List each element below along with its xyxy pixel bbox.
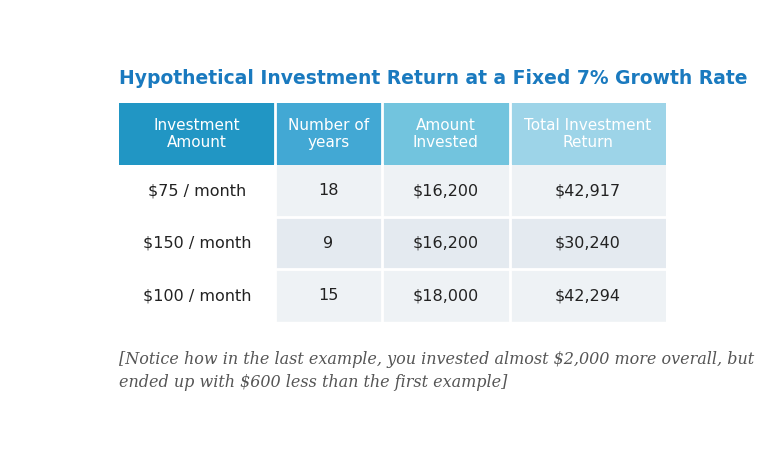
FancyBboxPatch shape [119,103,275,164]
Text: 9: 9 [323,236,333,251]
Text: Hypothetical Investment Return at a Fixed 7% Growth Rate: Hypothetical Investment Return at a Fixe… [119,69,748,88]
Text: Amount
Invested: Amount Invested [413,118,478,150]
Text: $30,240: $30,240 [554,236,621,251]
Text: ended up with $600 less than the first example]: ended up with $600 less than the first e… [119,374,508,391]
FancyBboxPatch shape [510,217,666,269]
Text: $75 / month: $75 / month [148,183,247,198]
FancyBboxPatch shape [382,164,510,217]
Text: Number of
years: Number of years [288,118,369,150]
FancyBboxPatch shape [382,103,510,164]
FancyBboxPatch shape [119,269,275,322]
Text: $100 / month: $100 / month [143,288,251,303]
FancyBboxPatch shape [510,269,666,322]
Text: $16,200: $16,200 [412,236,479,251]
Text: $16,200: $16,200 [412,183,479,198]
Text: 18: 18 [318,183,339,198]
Text: Investment
Amount: Investment Amount [154,118,240,150]
Text: $150 / month: $150 / month [143,236,251,251]
Text: Total Investment
Return: Total Investment Return [525,118,651,150]
FancyBboxPatch shape [382,217,510,269]
FancyBboxPatch shape [275,217,382,269]
Text: [Notice how in the last example, you invested almost $2,000 more overall, but: [Notice how in the last example, you inv… [119,351,754,368]
FancyBboxPatch shape [275,269,382,322]
Text: $42,294: $42,294 [554,288,621,303]
Text: $42,917: $42,917 [554,183,621,198]
FancyBboxPatch shape [510,164,666,217]
FancyBboxPatch shape [119,164,275,217]
FancyBboxPatch shape [275,103,382,164]
FancyBboxPatch shape [510,103,666,164]
FancyBboxPatch shape [275,164,382,217]
Text: 15: 15 [318,288,339,303]
Text: $18,000: $18,000 [412,288,479,303]
FancyBboxPatch shape [119,217,275,269]
FancyBboxPatch shape [382,269,510,322]
